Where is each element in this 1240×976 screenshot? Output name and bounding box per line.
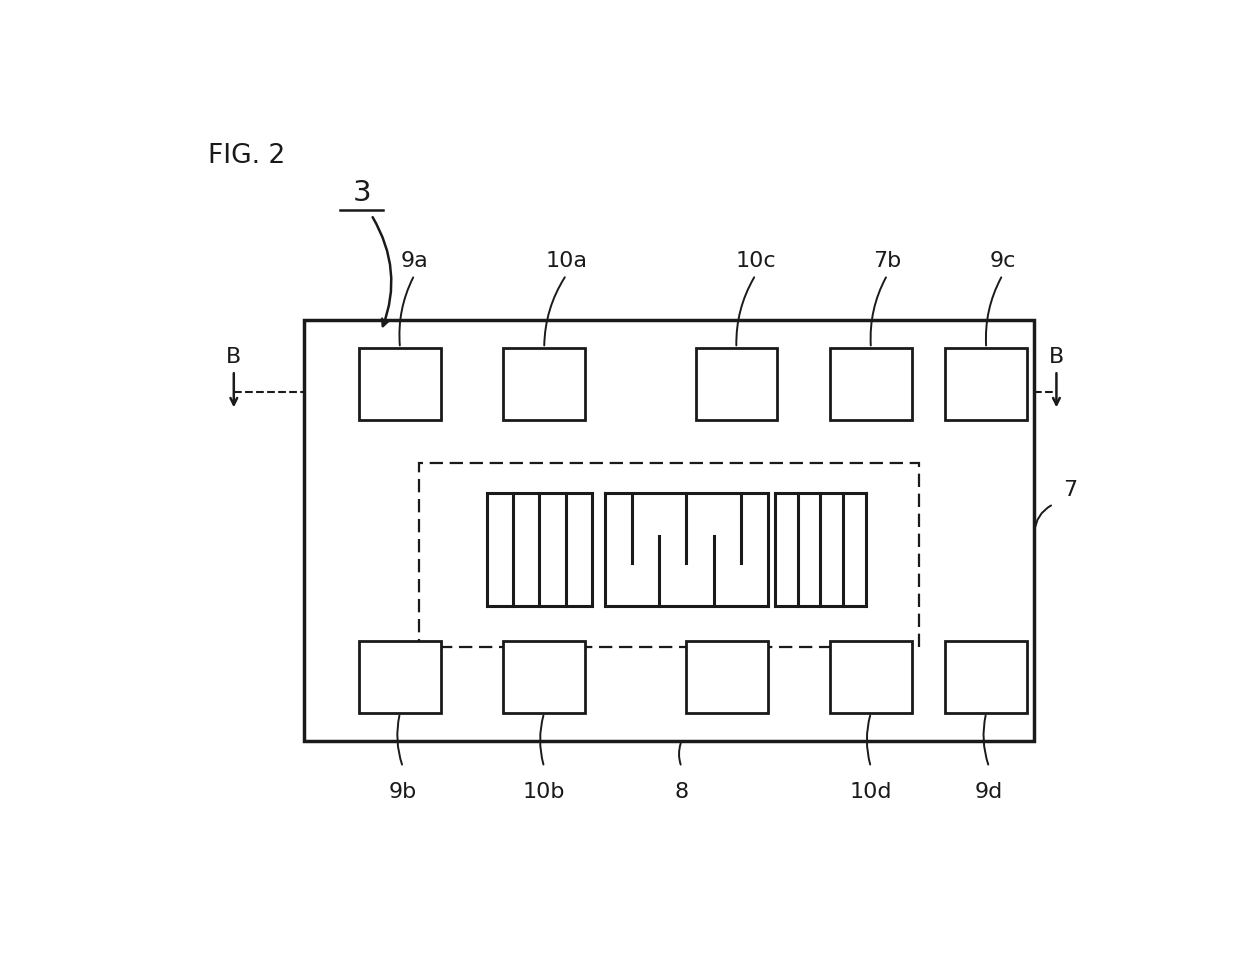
Bar <box>686 641 768 712</box>
Text: B: B <box>1049 347 1064 367</box>
Bar <box>696 348 777 420</box>
Bar <box>419 463 919 647</box>
Text: FIG. 2: FIG. 2 <box>208 143 285 170</box>
Text: 7: 7 <box>1063 480 1078 501</box>
Text: 9b: 9b <box>389 782 417 802</box>
Bar <box>304 320 1034 741</box>
Text: 9c: 9c <box>990 251 1016 271</box>
Bar <box>945 348 1027 420</box>
Bar <box>945 641 1027 712</box>
Text: 8: 8 <box>675 782 688 802</box>
Bar <box>830 641 911 712</box>
Bar <box>360 641 441 712</box>
Text: 7b: 7b <box>873 251 901 271</box>
Text: 9a: 9a <box>401 251 428 271</box>
Bar <box>503 348 585 420</box>
Text: B: B <box>226 347 242 367</box>
Text: 9d: 9d <box>975 782 1003 802</box>
Text: 3: 3 <box>352 180 371 207</box>
Bar <box>360 348 441 420</box>
Bar <box>503 641 585 712</box>
Text: 10c: 10c <box>735 251 776 271</box>
Text: 10a: 10a <box>546 251 588 271</box>
Bar <box>830 348 911 420</box>
Text: 10b: 10b <box>523 782 565 802</box>
Text: 10d: 10d <box>849 782 893 802</box>
